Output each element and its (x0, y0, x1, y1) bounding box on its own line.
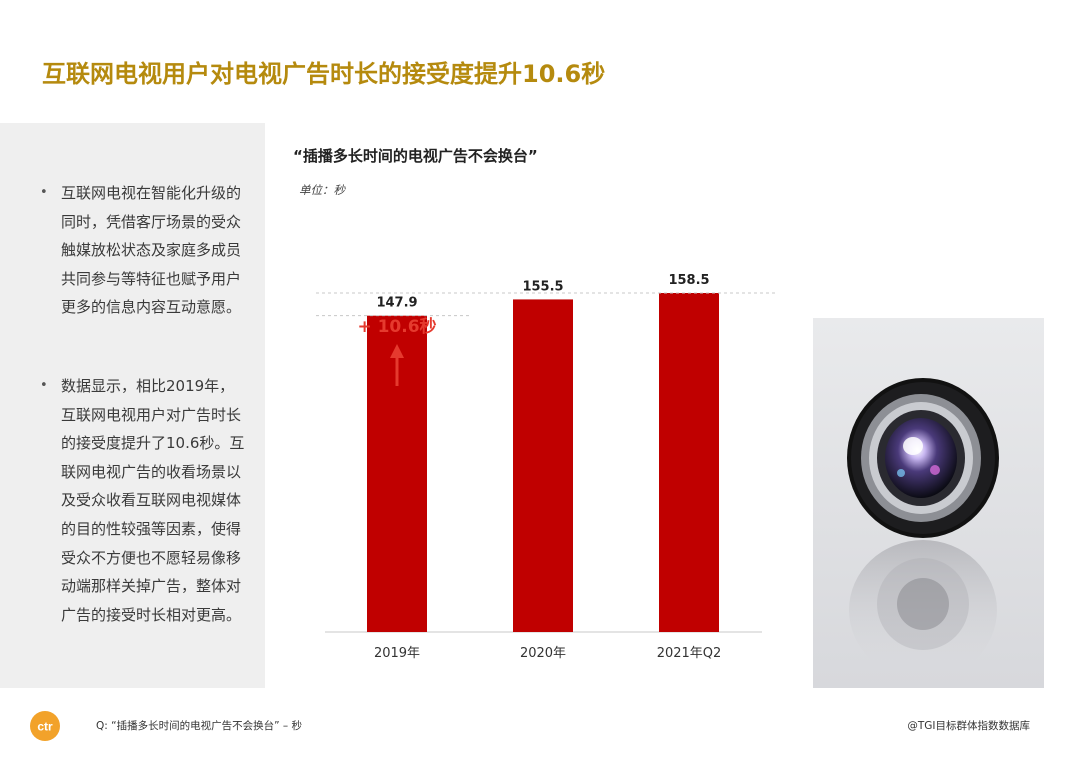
footer-question: Q: “插播多长时间的电视广告不会换台” – 秒 (96, 720, 302, 732)
logo-text: ctr (37, 720, 53, 734)
ctr-logo: ctr (30, 711, 60, 741)
lens-photo (813, 318, 1044, 688)
footer-source: @TGI目标群体指数数据库 (907, 720, 1030, 732)
x-tick-label: 2020年 (520, 646, 566, 661)
bullet-text: 数据显示，相比2019年，互联网电视用户对广告时长的接受度提升了10.6秒。互联… (61, 377, 245, 624)
bullet-item: • 数据显示，相比2019年，互联网电视用户对广告时长的接受度提升了10.6秒。… (40, 372, 245, 629)
bar-value-label: 155.5 (522, 279, 563, 294)
bullet-item: • 互联网电视在智能化升级的同时，凭借客厅场景的受众触媒放松状态及家庭多成员共同… (40, 179, 245, 322)
x-tick-label: 2019年 (374, 646, 420, 661)
unit-label: 单位：秒 (299, 183, 345, 197)
bullet-dot-icon: • (40, 185, 48, 200)
bullet-dot-icon: • (40, 378, 48, 393)
bar-2 (513, 299, 573, 632)
bar-3 (659, 293, 719, 632)
x-tick-label: 2021年Q2 (657, 646, 722, 661)
chart-title: “插播多长时间的电视广告不会换台” (293, 147, 538, 165)
summary-panel: • 互联网电视在智能化升级的同时，凭借客厅场景的受众触媒放松状态及家庭多成员共同… (0, 123, 265, 688)
lens-icon (847, 378, 999, 680)
increase-annotation: + 10.6秒 (357, 316, 436, 337)
bar-value-label: 158.5 (668, 273, 709, 288)
page-title: 互联网电视用户对电视广告时长的接受度提升10.6秒 (42, 60, 606, 88)
arrow-head-icon (390, 344, 404, 358)
bullet-text: 互联网电视在智能化升级的同时，凭借客厅场景的受众触媒放松状态及家庭多成员共同参与… (61, 184, 242, 317)
bar-value-label: 147.9 (376, 296, 417, 311)
